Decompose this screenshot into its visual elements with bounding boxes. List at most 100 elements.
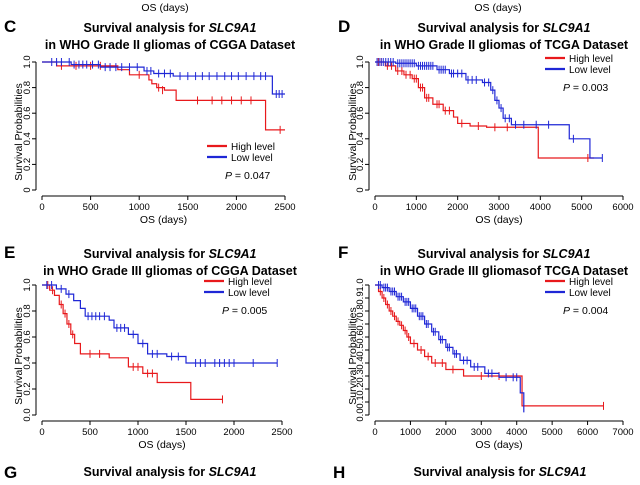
y-tick-label: 1.0 <box>355 55 366 68</box>
panel-title-h: Survival analysis for SLC9A1 <box>414 465 587 479</box>
panel-e: E Survival analysis for SLC9A1 in WHO Grad… <box>4 243 298 451</box>
y-tick-label: 0.2 <box>22 158 33 171</box>
chart-title-line2: in WHO Grade II gliomas of TCGA Dataset <box>380 38 629 52</box>
x-axis-label: OS (days) <box>140 214 187 226</box>
p-value-label: P = 0.005 <box>222 305 267 317</box>
panel-d: D Survival analysis for SLC9A1 in WHO Grad… <box>338 17 634 226</box>
x-axis-label: OS (days) <box>475 439 522 451</box>
chart-title: Survival analysis for SLC9A1 <box>418 247 591 261</box>
x-tick-label: 1000 <box>406 202 427 213</box>
chart-title: Survival analysis for SLC9A1 <box>84 247 257 261</box>
x-tick-label: 5000 <box>571 202 592 213</box>
p-value-symbol: P <box>222 305 229 317</box>
y-tick-label: 0.4 <box>355 356 366 369</box>
chart-title-line2: in WHO Grade III gliomasof TCGA Dataset <box>380 264 629 278</box>
survival-curve-high <box>42 61 285 131</box>
p-value-symbol: P <box>563 82 570 94</box>
x-tick-label: 6000 <box>577 427 598 438</box>
y-axis-label: Survival Probabilities <box>13 307 25 404</box>
y-tick-label: 0.2 <box>355 158 366 171</box>
chart-title-line2: in WHO Grade III gliomas of CGGA Dataset <box>43 264 298 278</box>
p-value-number: = 0.047 <box>232 170 270 182</box>
y-tick-label: 0.4 <box>355 132 366 145</box>
y-tick-label: 0.6 <box>355 107 366 120</box>
y-tick-label: 0.6 <box>22 330 33 343</box>
legend-label-high: High level <box>228 277 272 288</box>
p-value-label: P = 0.003 <box>563 82 608 94</box>
y-tick-label: 0.3 <box>355 369 366 382</box>
x-tick-label: 0 <box>39 202 44 213</box>
chart-title-gene: SLC9A1 <box>209 247 257 261</box>
chart-title-gene: SLC9A1 <box>543 247 591 261</box>
y-tick-label: 0.8 <box>22 304 33 317</box>
x-tick-label: 3000 <box>488 202 509 213</box>
chart-title-prefix: Survival analysis for <box>84 247 209 261</box>
x-tick-label: 2000 <box>447 202 468 213</box>
panel-c: C Survival analysis for SLC9A1 in WHO Grad… <box>4 17 296 226</box>
x-tick-label: 4000 <box>506 427 527 438</box>
p-value-number: = 0.004 <box>570 305 608 317</box>
y-tick-label: 0.4 <box>22 356 33 369</box>
y-tick-label: 0 <box>355 187 366 192</box>
y-tick-label: 1.0 <box>22 278 33 291</box>
y-tick-label: 0.1 <box>355 395 366 408</box>
y-tick-label: 0.8 <box>355 304 366 317</box>
panel-letter: C <box>4 17 16 36</box>
p-value-number: = 0.005 <box>229 305 267 317</box>
survival-curve-low <box>42 61 285 95</box>
y-tick-label: 0.8 <box>22 81 33 94</box>
legend-label-low: Low level <box>228 288 270 299</box>
x-tick-label: 1500 <box>177 202 198 213</box>
panel-letter-h: H <box>333 463 345 480</box>
x-tick-label: 0 <box>372 427 377 438</box>
legend-label-high: High level <box>569 277 613 288</box>
legend-label-low: Low level <box>569 288 611 299</box>
survival-panels: C Survival analysis for SLC9A1 in WHO Grad… <box>4 17 634 451</box>
chart-title-prefix: Survival analysis for <box>418 21 543 35</box>
y-tick-label: 0.4 <box>22 132 33 145</box>
x-tick-label: 4000 <box>530 202 551 213</box>
x-tick-label: 0 <box>39 427 44 438</box>
panel-title-h-prefix: Survival analysis for <box>414 465 539 479</box>
x-tick-label: 0 <box>372 202 377 213</box>
y-tick-label: 0.7 <box>355 317 366 330</box>
y-axis-label: Survival Probabilities <box>347 307 359 404</box>
panel-letter: F <box>338 243 348 262</box>
p-value-number: = 0.003 <box>570 82 608 94</box>
survival-curve-low <box>375 61 603 159</box>
x-tick-label: 1000 <box>400 427 421 438</box>
panel-title-g-gene: SLC9A1 <box>209 465 257 479</box>
survival-curve-high <box>375 284 604 407</box>
x-axis-label: OS (days) <box>138 439 185 451</box>
y-tick-label: 0.0 <box>22 408 33 421</box>
x-tick-label: 7000 <box>612 427 633 438</box>
y-tick-label: 1.0 <box>355 278 366 291</box>
panel-letter: D <box>338 17 350 36</box>
x-tick-label: 2000 <box>226 202 247 213</box>
p-value-symbol: P <box>563 305 570 317</box>
chart-title-prefix: Survival analysis for <box>418 247 543 261</box>
chart-title-line2: in WHO Grade II gliomas of CGGA Dataset <box>45 38 296 52</box>
panel-letter: E <box>4 243 15 262</box>
y-tick-label: 1.0 <box>22 55 33 68</box>
p-value-label: P = 0.004 <box>563 305 608 317</box>
x-axis-label: OS (days) <box>475 214 522 226</box>
x-tick-label: 2000 <box>435 427 456 438</box>
x-tick-label: 2500 <box>274 202 295 213</box>
chart-title: Survival analysis for SLC9A1 <box>84 21 257 35</box>
x-tick-label: 5000 <box>542 427 563 438</box>
x-tick-label: 6000 <box>612 202 633 213</box>
p-value-symbol: P <box>225 170 232 182</box>
panel-title-g-prefix: Survival analysis for <box>84 465 209 479</box>
y-tick-label: 0.6 <box>355 330 366 343</box>
legend-label-low: Low level <box>569 65 611 76</box>
y-tick-label: 0.9 <box>355 291 366 304</box>
x-tick-label: 3000 <box>471 427 492 438</box>
y-axis-label: Survival Probabilities <box>347 83 359 180</box>
y-tick-label: 0.6 <box>22 107 33 120</box>
x-tick-label: 2500 <box>271 427 292 438</box>
x-tick-label: 1000 <box>127 427 148 438</box>
top-axis-label-right: OS (days) <box>474 2 521 14</box>
y-tick-label: 0.5 <box>355 343 366 356</box>
